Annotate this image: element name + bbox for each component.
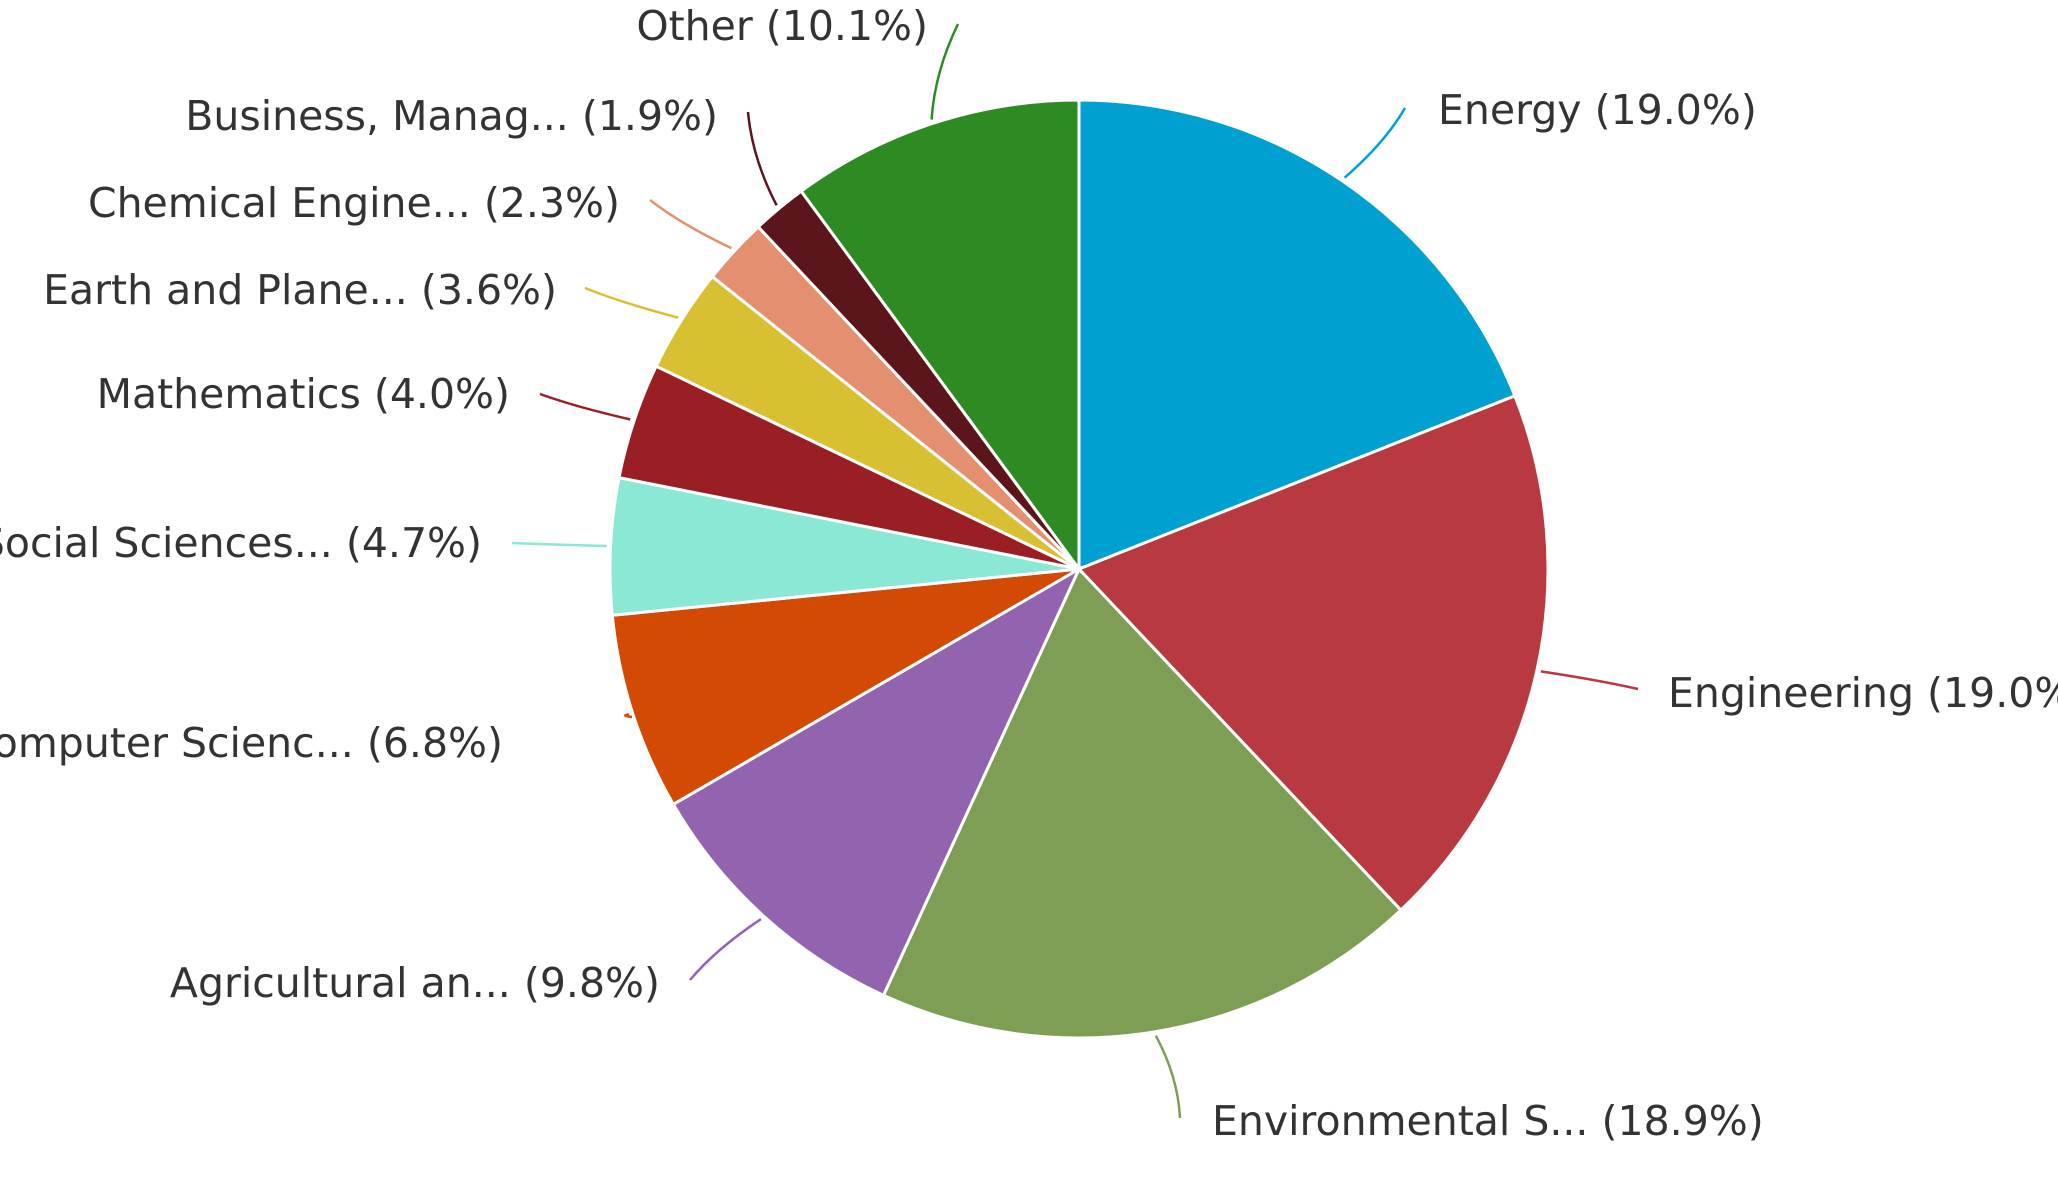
leader-line-1 — [1540, 670, 1639, 691]
pie-slice-1[interactable] — [1076, 393, 1550, 913]
leader-line-5 — [511, 541, 607, 548]
slice-label-2: Environmental S... (18.9%) — [1212, 1097, 1764, 1145]
pie-slice-0[interactable] — [1077, 98, 1517, 572]
leader-line-10 — [930, 23, 960, 120]
slices-layer — [608, 98, 1550, 1040]
slice-label-10: Other (10.1%) — [636, 2, 928, 50]
pie-slice-2[interactable] — [881, 566, 1403, 1040]
leader-line-0 — [1343, 107, 1407, 179]
slice-label-7: Earth and Plane... (3.6%) — [43, 266, 557, 314]
slice-label-5: Social Sciences... (4.7%) — [0, 519, 482, 567]
slice-label-9: Business, Manag... (1.9%) — [185, 92, 718, 140]
labels-layer: Energy (19.0%) Engineering (19.0%) Environ… — [0, 2, 2058, 1145]
slice-label-6: Mathematics (4.0%) — [97, 370, 510, 418]
slice-label-4: Computer Scienc... (6.8%) — [0, 719, 503, 767]
slice-label-0: Energy (19.0%) — [1438, 86, 1757, 134]
pie-slice-3[interactable] — [671, 565, 1083, 998]
leader-line-7 — [584, 286, 679, 319]
leader-line-4 — [624, 713, 633, 719]
leader-lines-layer — [511, 23, 1639, 1119]
leader-line-9 — [746, 111, 778, 206]
leader-line-3 — [689, 918, 762, 981]
pie-slice-4[interactable] — [610, 567, 1080, 807]
slice-label-3: Agricultural an... (9.8%) — [170, 959, 660, 1007]
slice-label-8: Chemical Engine... (2.3%) — [88, 179, 620, 227]
pie-slice-10[interactable] — [799, 98, 1081, 574]
leader-line-6 — [539, 392, 631, 421]
slice-label-1: Engineering (19.0%) — [1668, 669, 2058, 717]
leader-line-2 — [1154, 1035, 1182, 1119]
leader-line-8 — [649, 199, 732, 250]
